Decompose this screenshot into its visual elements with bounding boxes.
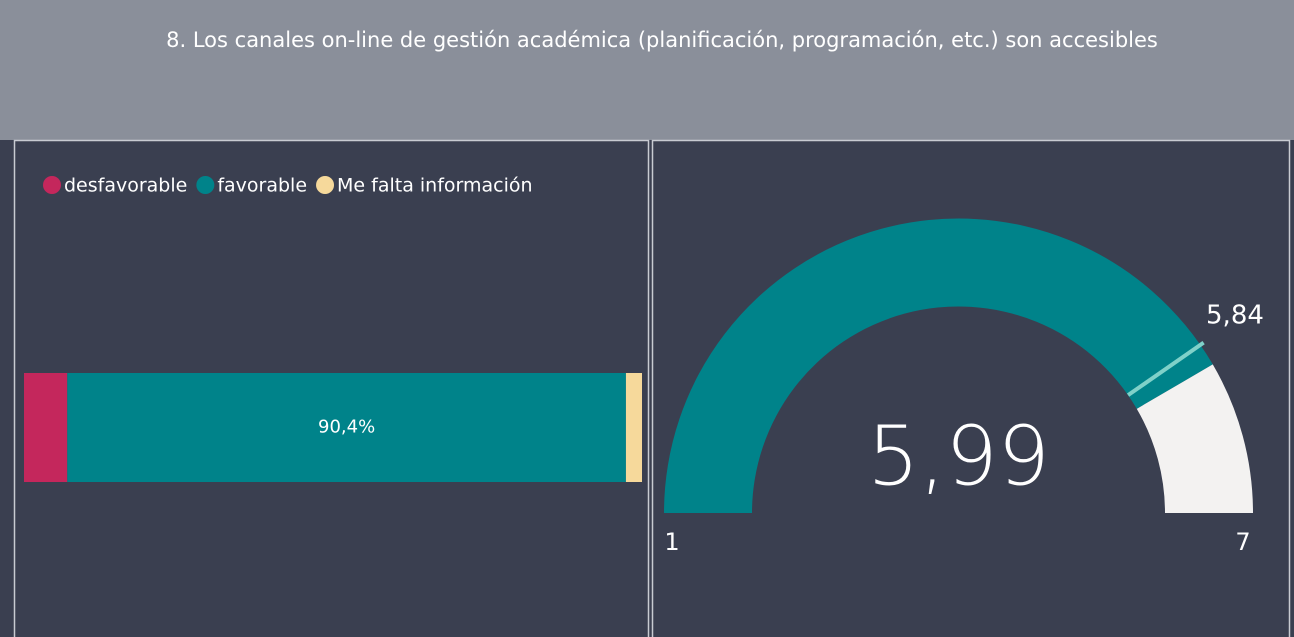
bar-segment (24, 373, 68, 482)
gauge-min-label: 1 (664, 528, 679, 556)
gauge-fill (664, 218, 1213, 513)
gauge-value: 5,99 (867, 410, 1050, 505)
legend-label: Me falta información (337, 175, 533, 197)
legend-swatch (316, 176, 335, 194)
page-title: 8. Los canales on-line de gestión académ… (166, 28, 1158, 52)
header-band (0, 0, 1294, 140)
right-panel (651, 139, 1291, 637)
gauge-max-label: 7 (1235, 528, 1250, 556)
bar-segment (625, 373, 642, 482)
legend-label: favorable (217, 175, 307, 197)
legend-swatch (43, 176, 61, 194)
data-label: 90,4% (318, 417, 375, 438)
target-label: 5,84 (1206, 300, 1264, 330)
left-panel (13, 139, 650, 637)
legend-swatch (196, 176, 215, 194)
bar-segment (67, 373, 626, 482)
gauge-target (1126, 340, 1205, 397)
gauge-rest (1136, 364, 1253, 513)
legend-label: desfavorable (64, 175, 187, 197)
